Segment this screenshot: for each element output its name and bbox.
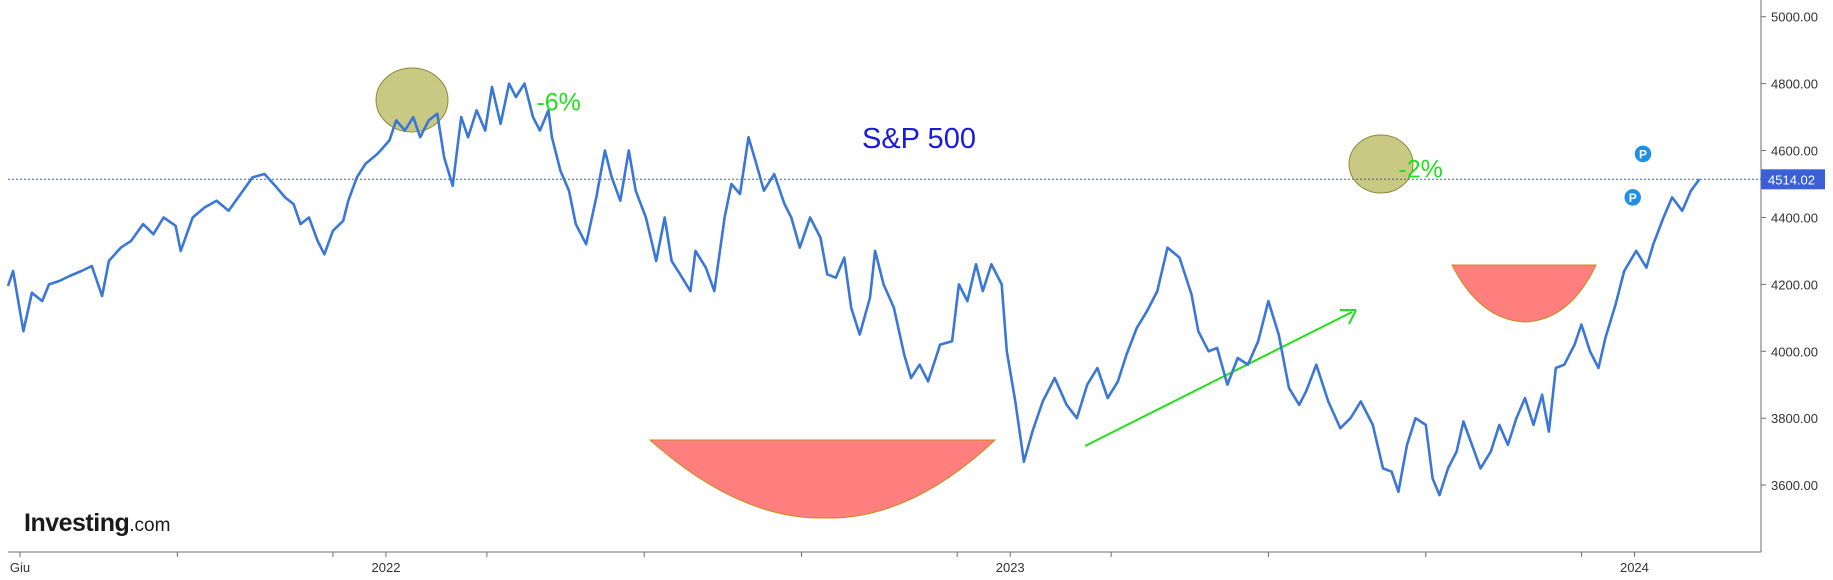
p-marker-dot [1633,144,1653,164]
y-tick-label: 4600.00 [1771,144,1818,159]
trend-arrow-line [1084,311,1353,447]
percent-annotation: -6% [536,88,580,116]
investing-logo: Investing.com [24,509,170,537]
percent-annotation: -2% [1398,155,1442,183]
y-tick-label: 5000.00 [1771,10,1818,25]
p-marker-dot [1622,187,1643,208]
bowl-shape-2022 [648,439,997,519]
y-tick-label: 4800.00 [1771,77,1818,92]
sp500-price-line [6,82,1701,497]
trend-arrow-head [1340,309,1357,325]
annotation-shapes [375,67,1597,519]
chart-title: S&P 500 [862,123,976,155]
x-tick-label: 2023 [996,560,1025,575]
chart-annotations: -6% -2% P P [536,88,1653,208]
logo-suffix: .com [129,515,170,536]
p-marker: P [1622,187,1643,208]
bowl-shape-2023 [1451,264,1597,323]
y-tick-label: 4000.00 [1771,344,1818,359]
p-marker-label: P [1639,147,1647,161]
peak-circle-2022 [375,67,449,133]
p-marker: P [1633,144,1653,164]
x-tick-label: 2022 [372,560,401,575]
last-price-tag: 4514.02 [1761,169,1825,190]
last-price-label: 4514.02 [1768,172,1815,187]
logo-text: Investing.com [24,509,170,537]
p-marker-label: P [1629,191,1637,205]
y-tick-label: 3600.00 [1771,478,1818,493]
logo-name: Investing [24,509,129,537]
y-axis-ticks: 3600.00 3800.00 4000.00 4200.00 4400.00 4600.… [1761,10,1818,493]
y-tick-label: 3800.00 [1771,411,1818,426]
y-tick-label: 4400.00 [1771,210,1818,225]
x-axis-ticks: Giu 2022 2023 2024 [10,552,1649,575]
last-price-tag-bg [1761,169,1825,190]
x-tick-label: 2024 [1620,560,1649,575]
peak-circle-2023 [1348,134,1414,194]
x-tick-label: Giu [10,560,30,575]
y-tick-label: 4200.00 [1771,277,1818,292]
